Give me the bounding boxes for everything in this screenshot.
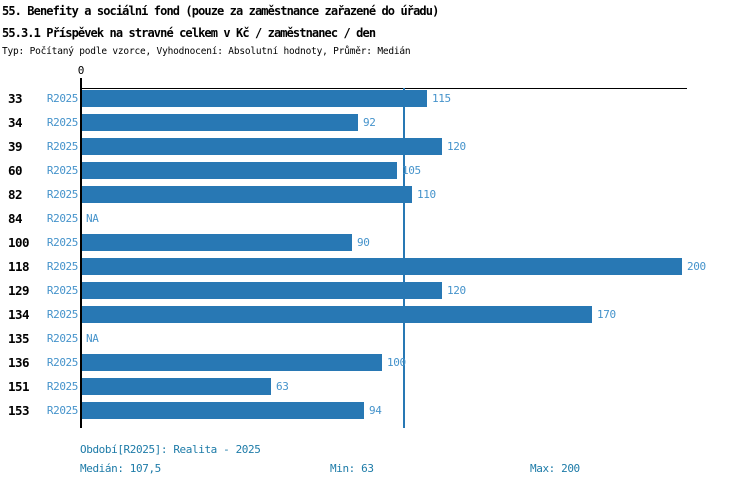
- value-label: 90: [357, 236, 370, 249]
- category-label: 60: [8, 163, 23, 178]
- value-label: 110: [417, 188, 436, 201]
- value-label: 105: [402, 164, 421, 177]
- series-label: R2025: [46, 404, 79, 417]
- category-label: 118: [8, 259, 30, 274]
- category-label: 134: [8, 307, 30, 322]
- series-label: R2025: [46, 332, 79, 345]
- category-label: 153: [8, 403, 30, 418]
- bar: [82, 138, 442, 155]
- value-label: 170: [597, 308, 616, 321]
- value-label: 200: [687, 260, 706, 273]
- series-label: R2025: [46, 92, 79, 105]
- chart-row: 134 R2025 170: [0, 306, 750, 323]
- chart-row: 100 R2025 90: [0, 234, 750, 251]
- chart-row: 118 R2025 200: [0, 258, 750, 275]
- chart-row: 33 R2025 115: [0, 90, 750, 107]
- chart-title: 55.3.1 Příspěvek na stravné celkem v Kč …: [2, 26, 376, 40]
- chart-row: 153 R2025 94: [0, 402, 750, 419]
- series-label: R2025: [46, 308, 79, 321]
- footer-period: Období[R2025]: Realita - 2025: [80, 443, 261, 456]
- category-label: 100: [8, 235, 30, 250]
- category-label: 129: [8, 283, 30, 298]
- value-label: 120: [447, 140, 466, 153]
- footer-max: Max: 200: [530, 462, 580, 475]
- category-label: 151: [8, 379, 30, 394]
- category-label: 84: [8, 211, 23, 226]
- chart-row: 39 R2025 120: [0, 138, 750, 155]
- value-label: 63: [276, 380, 289, 393]
- bar: [82, 258, 682, 275]
- value-label: 115: [432, 92, 451, 105]
- category-label: 135: [8, 331, 30, 346]
- chart-row: 129 R2025 120: [0, 282, 750, 299]
- bar: [82, 234, 352, 251]
- category-label: 34: [8, 115, 23, 130]
- series-label: R2025: [46, 140, 79, 153]
- series-label: R2025: [46, 116, 79, 129]
- bar: [82, 114, 358, 131]
- value-label: 120: [447, 284, 466, 297]
- chart-row: 60 R2025 105: [0, 162, 750, 179]
- category-label: 136: [8, 355, 30, 370]
- chart-row: 34 R2025 92: [0, 114, 750, 131]
- series-label: R2025: [46, 260, 79, 273]
- bar: [82, 378, 271, 395]
- bar: [82, 306, 592, 323]
- na-label: NA: [86, 332, 99, 345]
- axis-vertical-line: [80, 88, 82, 428]
- value-label: 94: [369, 404, 382, 417]
- bar: [82, 186, 412, 203]
- bar: [82, 402, 364, 419]
- chart-row: 151 R2025 63: [0, 378, 750, 395]
- series-label: R2025: [46, 212, 79, 225]
- category-label: 82: [8, 187, 23, 202]
- category-label: 39: [8, 139, 23, 154]
- value-label: 92: [363, 116, 376, 129]
- series-label: R2025: [46, 236, 79, 249]
- series-label: R2025: [46, 188, 79, 201]
- value-label: 100: [387, 356, 406, 369]
- footer-median: Medián: 107,5: [80, 462, 161, 475]
- axis-top-line: [81, 88, 687, 89]
- series-label: R2025: [46, 356, 79, 369]
- chart-row: 135 R2025 NA: [0, 330, 750, 347]
- category-label: 33: [8, 91, 23, 106]
- axis-zero-tick: [80, 78, 82, 88]
- chart-row: 136 R2025 100: [0, 354, 750, 371]
- series-label: R2025: [46, 164, 79, 177]
- chart-row: 84 R2025 NA: [0, 210, 750, 227]
- series-label: R2025: [46, 380, 79, 393]
- na-label: NA: [86, 212, 99, 225]
- report-title: 55. Benefity a sociální fond (pouze za z…: [2, 4, 439, 18]
- bar-chart: 0 33 R2025 115 34 R2025 92 39 R2025 120 60 R2025 10…: [0, 64, 750, 428]
- bar: [82, 90, 427, 107]
- series-label: R2025: [46, 284, 79, 297]
- bar: [82, 282, 442, 299]
- footer-min: Min: 63: [330, 462, 374, 475]
- axis-zero-label: 0: [77, 64, 85, 77]
- bar: [82, 162, 397, 179]
- chart-row: 82 R2025 110: [0, 186, 750, 203]
- bar: [82, 354, 382, 371]
- chart-subtitle: Typ: Počítaný podle vzorce, Vyhodnocení:…: [2, 46, 411, 57]
